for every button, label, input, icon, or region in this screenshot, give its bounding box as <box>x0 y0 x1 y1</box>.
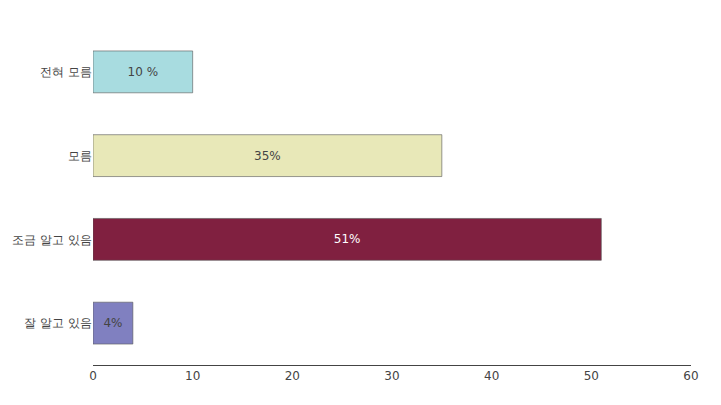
svg-text:0: 0 <box>89 369 97 383</box>
svg-text:50: 50 <box>584 369 599 383</box>
svg-text:20: 20 <box>285 369 300 383</box>
svg-text:30: 30 <box>384 369 399 383</box>
svg-text:10: 10 <box>185 369 200 383</box>
svg-text:10 %: 10 % <box>128 65 158 79</box>
svg-text:35%: 35% <box>254 149 281 163</box>
svg-text:4%: 4% <box>103 316 122 330</box>
svg-text:모름: 모름 <box>68 149 92 163</box>
svg-text:60: 60 <box>683 369 698 383</box>
svg-text:51%: 51% <box>334 232 361 246</box>
svg-text:잘 알고 있음: 잘 알고 있음 <box>24 316 92 330</box>
svg-text:전혀 모름: 전혀 모름 <box>40 65 92 79</box>
svg-text:40: 40 <box>484 369 499 383</box>
svg-text:조금 알고 있음: 조금 알고 있음 <box>12 233 92 247</box>
